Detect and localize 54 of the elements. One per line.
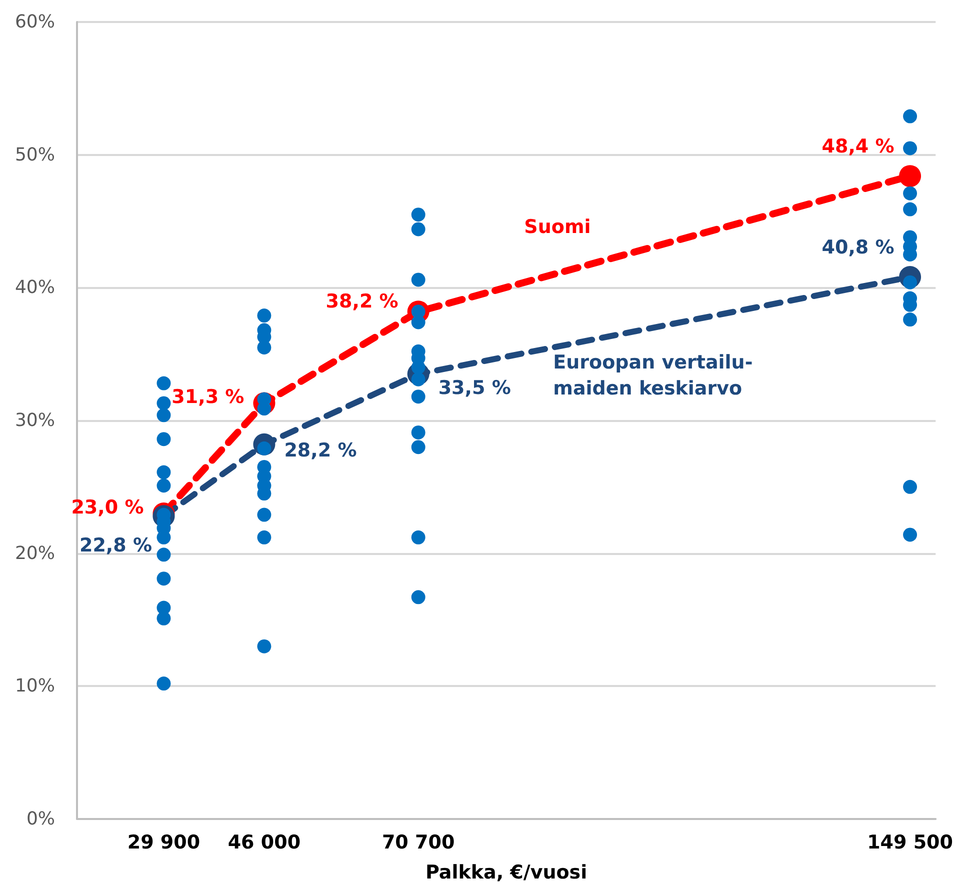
point [411, 530, 426, 544]
point [257, 340, 272, 354]
point [411, 590, 426, 604]
data-label: 38,2 % [326, 290, 398, 313]
data-label: 23,0 % [71, 496, 144, 518]
x-tick-label: 149 500 [867, 832, 953, 854]
data-label: 28,2 % [284, 439, 357, 462]
point [156, 432, 171, 446]
data-label: 31,3 % [172, 386, 244, 408]
point [903, 312, 918, 327]
point [257, 308, 272, 323]
point [156, 408, 171, 422]
point [903, 202, 918, 216]
y-tick-label: 20% [14, 542, 55, 564]
data-label: 48,4 % [822, 136, 894, 158]
x-axis-title: Palkka, €/vuosi [425, 862, 588, 884]
point [411, 315, 426, 330]
point [903, 141, 918, 156]
point [411, 390, 426, 404]
point [903, 480, 918, 494]
point [411, 425, 426, 440]
y-tick-label: 40% [14, 277, 55, 298]
point [156, 478, 171, 493]
point [903, 109, 918, 124]
point [411, 440, 426, 454]
point [257, 639, 272, 654]
y-tick-label: 10% [14, 676, 55, 697]
series-label: Euroopan vertailu-maiden keskiarvo [553, 352, 753, 400]
point [903, 186, 918, 200]
point [257, 508, 272, 522]
point [156, 676, 171, 691]
y-tick-label: 30% [14, 410, 55, 431]
x-tick-label: 46 000 [228, 832, 301, 854]
x-tick-label: 29 900 [127, 832, 200, 854]
point [156, 611, 171, 626]
data-label: 40,8 % [822, 236, 894, 259]
point [156, 396, 171, 410]
y-tick-label: 50% [14, 144, 55, 166]
point [411, 272, 426, 287]
point [156, 572, 171, 586]
data-label: 33,5 % [438, 377, 511, 400]
point [257, 530, 272, 544]
point [156, 548, 171, 562]
y-tick-label: 60% [14, 12, 55, 32]
data-label: 22,8 % [79, 534, 152, 557]
x-tick-label: 70 700 [382, 832, 455, 854]
point [156, 376, 171, 390]
point [411, 222, 426, 236]
point [899, 165, 922, 188]
series-label: Suomi [524, 216, 591, 238]
y-tick-label: 0% [26, 808, 55, 830]
point [156, 465, 171, 480]
point [903, 528, 918, 542]
point [411, 208, 426, 222]
